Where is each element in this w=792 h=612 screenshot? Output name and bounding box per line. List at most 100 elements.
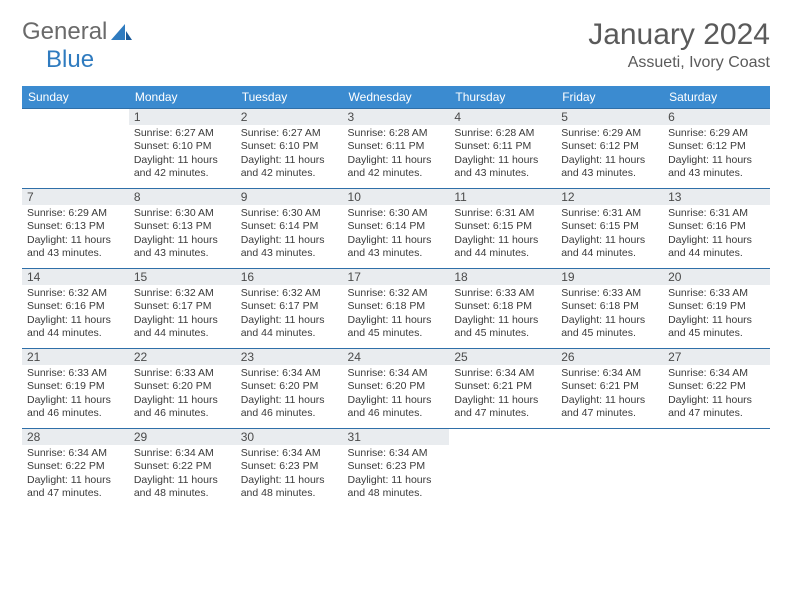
calendar-cell: 29Sunrise: 6:34 AMSunset: 6:22 PMDayligh…	[129, 429, 236, 509]
day-details: Sunrise: 6:30 AMSunset: 6:14 PMDaylight:…	[236, 205, 343, 265]
calendar-cell: 20Sunrise: 6:33 AMSunset: 6:19 PMDayligh…	[663, 269, 770, 349]
day-details: Sunrise: 6:34 AMSunset: 6:21 PMDaylight:…	[449, 365, 556, 425]
day-number: 26	[556, 349, 663, 365]
day-number: 28	[22, 429, 129, 445]
day-number: 22	[129, 349, 236, 365]
calendar-cell: 30Sunrise: 6:34 AMSunset: 6:23 PMDayligh…	[236, 429, 343, 509]
calendar-cell: 16Sunrise: 6:32 AMSunset: 6:17 PMDayligh…	[236, 269, 343, 349]
calendar-cell: 2Sunrise: 6:27 AMSunset: 6:10 PMDaylight…	[236, 109, 343, 189]
day-details: Sunrise: 6:34 AMSunset: 6:22 PMDaylight:…	[663, 365, 770, 425]
day-number: 24	[343, 349, 450, 365]
calendar-cell: 11Sunrise: 6:31 AMSunset: 6:15 PMDayligh…	[449, 189, 556, 269]
day-details: Sunrise: 6:34 AMSunset: 6:23 PMDaylight:…	[343, 445, 450, 505]
calendar-cell: 23Sunrise: 6:34 AMSunset: 6:20 PMDayligh…	[236, 349, 343, 429]
day-details: Sunrise: 6:32 AMSunset: 6:18 PMDaylight:…	[343, 285, 450, 345]
calendar-cell	[556, 429, 663, 509]
calendar-cell	[663, 429, 770, 509]
calendar-cell: 21Sunrise: 6:33 AMSunset: 6:19 PMDayligh…	[22, 349, 129, 429]
day-number: 7	[22, 189, 129, 205]
day-number: 12	[556, 189, 663, 205]
day-details: Sunrise: 6:28 AMSunset: 6:11 PMDaylight:…	[449, 125, 556, 185]
calendar-cell: 8Sunrise: 6:30 AMSunset: 6:13 PMDaylight…	[129, 189, 236, 269]
calendar-cell: 3Sunrise: 6:28 AMSunset: 6:11 PMDaylight…	[343, 109, 450, 189]
weekday-header: Saturday	[663, 86, 770, 109]
calendar-cell: 14Sunrise: 6:32 AMSunset: 6:16 PMDayligh…	[22, 269, 129, 349]
day-details: Sunrise: 6:32 AMSunset: 6:17 PMDaylight:…	[236, 285, 343, 345]
day-number: 10	[343, 189, 450, 205]
day-details: Sunrise: 6:31 AMSunset: 6:15 PMDaylight:…	[556, 205, 663, 265]
day-details: Sunrise: 6:27 AMSunset: 6:10 PMDaylight:…	[236, 125, 343, 185]
day-number: 3	[343, 109, 450, 125]
calendar-cell	[449, 429, 556, 509]
day-details: Sunrise: 6:30 AMSunset: 6:14 PMDaylight:…	[343, 205, 450, 265]
calendar-header-row: SundayMondayTuesdayWednesdayThursdayFrid…	[22, 86, 770, 109]
day-number: 13	[663, 189, 770, 205]
calendar-table: SundayMondayTuesdayWednesdayThursdayFrid…	[22, 86, 770, 509]
day-details: Sunrise: 6:32 AMSunset: 6:16 PMDaylight:…	[22, 285, 129, 345]
day-number: 18	[449, 269, 556, 285]
day-number: 15	[129, 269, 236, 285]
weekday-header: Sunday	[22, 86, 129, 109]
calendar-cell: 6Sunrise: 6:29 AMSunset: 6:12 PMDaylight…	[663, 109, 770, 189]
day-number: 17	[343, 269, 450, 285]
day-number: 23	[236, 349, 343, 365]
calendar-cell: 27Sunrise: 6:34 AMSunset: 6:22 PMDayligh…	[663, 349, 770, 429]
calendar-cell: 5Sunrise: 6:29 AMSunset: 6:12 PMDaylight…	[556, 109, 663, 189]
day-details: Sunrise: 6:34 AMSunset: 6:22 PMDaylight:…	[129, 445, 236, 505]
day-details: Sunrise: 6:33 AMSunset: 6:18 PMDaylight:…	[449, 285, 556, 345]
weekday-header: Thursday	[449, 86, 556, 109]
calendar-cell: 15Sunrise: 6:32 AMSunset: 6:17 PMDayligh…	[129, 269, 236, 349]
calendar-cell: 22Sunrise: 6:33 AMSunset: 6:20 PMDayligh…	[129, 349, 236, 429]
day-details: Sunrise: 6:33 AMSunset: 6:19 PMDaylight:…	[22, 365, 129, 425]
day-number: 19	[556, 269, 663, 285]
day-details: Sunrise: 6:29 AMSunset: 6:12 PMDaylight:…	[663, 125, 770, 185]
day-details: Sunrise: 6:32 AMSunset: 6:17 PMDaylight:…	[129, 285, 236, 345]
day-details: Sunrise: 6:33 AMSunset: 6:19 PMDaylight:…	[663, 285, 770, 345]
day-number: 6	[663, 109, 770, 125]
day-details: Sunrise: 6:28 AMSunset: 6:11 PMDaylight:…	[343, 125, 450, 185]
day-details: Sunrise: 6:29 AMSunset: 6:12 PMDaylight:…	[556, 125, 663, 185]
day-details: Sunrise: 6:31 AMSunset: 6:16 PMDaylight:…	[663, 205, 770, 265]
day-details: Sunrise: 6:27 AMSunset: 6:10 PMDaylight:…	[129, 125, 236, 185]
calendar-cell: 18Sunrise: 6:33 AMSunset: 6:18 PMDayligh…	[449, 269, 556, 349]
calendar-cell: 19Sunrise: 6:33 AMSunset: 6:18 PMDayligh…	[556, 269, 663, 349]
month-title: January 2024	[588, 18, 770, 52]
calendar-cell: 9Sunrise: 6:30 AMSunset: 6:14 PMDaylight…	[236, 189, 343, 269]
weekday-header: Monday	[129, 86, 236, 109]
day-number: 27	[663, 349, 770, 365]
day-number: 1	[129, 109, 236, 125]
day-number: 16	[236, 269, 343, 285]
day-details: Sunrise: 6:33 AMSunset: 6:18 PMDaylight:…	[556, 285, 663, 345]
day-number: 25	[449, 349, 556, 365]
calendar-cell: 26Sunrise: 6:34 AMSunset: 6:21 PMDayligh…	[556, 349, 663, 429]
calendar-cell: 17Sunrise: 6:32 AMSunset: 6:18 PMDayligh…	[343, 269, 450, 349]
calendar-cell: 7Sunrise: 6:29 AMSunset: 6:13 PMDaylight…	[22, 189, 129, 269]
day-number: 4	[449, 109, 556, 125]
calendar-cell: 28Sunrise: 6:34 AMSunset: 6:22 PMDayligh…	[22, 429, 129, 509]
day-details: Sunrise: 6:34 AMSunset: 6:23 PMDaylight:…	[236, 445, 343, 505]
calendar-cell: 4Sunrise: 6:28 AMSunset: 6:11 PMDaylight…	[449, 109, 556, 189]
calendar-cell: 31Sunrise: 6:34 AMSunset: 6:23 PMDayligh…	[343, 429, 450, 509]
day-number: 31	[343, 429, 450, 445]
title-block: January 2024 Assueti, Ivory Coast	[588, 18, 770, 72]
day-details: Sunrise: 6:33 AMSunset: 6:20 PMDaylight:…	[129, 365, 236, 425]
logo-sail-icon	[111, 22, 133, 42]
day-number: 2	[236, 109, 343, 125]
weekday-header: Tuesday	[236, 86, 343, 109]
day-details: Sunrise: 6:31 AMSunset: 6:15 PMDaylight:…	[449, 205, 556, 265]
calendar-cell: 25Sunrise: 6:34 AMSunset: 6:21 PMDayligh…	[449, 349, 556, 429]
location: Assueti, Ivory Coast	[588, 54, 770, 72]
calendar-cell	[22, 109, 129, 189]
day-number: 11	[449, 189, 556, 205]
calendar-cell: 13Sunrise: 6:31 AMSunset: 6:16 PMDayligh…	[663, 189, 770, 269]
day-details: Sunrise: 6:29 AMSunset: 6:13 PMDaylight:…	[22, 205, 129, 265]
day-number: 8	[129, 189, 236, 205]
day-number: 14	[22, 269, 129, 285]
day-details: Sunrise: 6:34 AMSunset: 6:22 PMDaylight:…	[22, 445, 129, 505]
day-number: 9	[236, 189, 343, 205]
weekday-header: Friday	[556, 86, 663, 109]
day-details: Sunrise: 6:34 AMSunset: 6:20 PMDaylight:…	[236, 365, 343, 425]
calendar-cell: 10Sunrise: 6:30 AMSunset: 6:14 PMDayligh…	[343, 189, 450, 269]
logo: General	[22, 18, 135, 46]
weekday-header: Wednesday	[343, 86, 450, 109]
